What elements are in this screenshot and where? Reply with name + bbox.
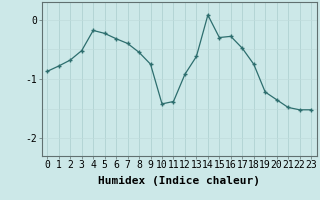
X-axis label: Humidex (Indice chaleur): Humidex (Indice chaleur) [98,176,260,186]
